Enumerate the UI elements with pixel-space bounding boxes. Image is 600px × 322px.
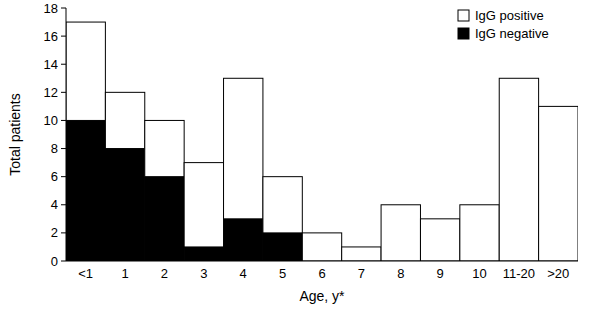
bars bbox=[66, 22, 578, 261]
bar-segment bbox=[224, 219, 263, 261]
y-axis-label: Total patients bbox=[7, 93, 23, 176]
chart-container: 024681012141618<11234567891011-20>20Age,… bbox=[0, 0, 600, 322]
y-tick bbox=[61, 92, 66, 93]
y-tick-label: 12 bbox=[44, 85, 58, 100]
y-tick bbox=[61, 8, 66, 9]
y-tick bbox=[61, 148, 66, 149]
legend-label: IgG positive bbox=[475, 8, 544, 23]
bar-segment bbox=[499, 78, 538, 261]
y-tick-label: 10 bbox=[44, 113, 58, 128]
y-tick-label: 2 bbox=[51, 225, 58, 240]
y-tick-label: 0 bbox=[51, 254, 58, 269]
x-tick-label: 1 bbox=[121, 266, 128, 281]
bar-segment bbox=[460, 205, 499, 261]
x-tick-label: 5 bbox=[279, 266, 286, 281]
x-axis bbox=[66, 261, 578, 262]
x-tick-label: <1 bbox=[78, 266, 93, 281]
y-tick bbox=[61, 261, 66, 262]
y-tick bbox=[61, 204, 66, 205]
x-axis-label: Age, y* bbox=[299, 288, 345, 304]
bar-segment bbox=[184, 163, 223, 247]
bar-segment bbox=[105, 92, 144, 148]
bar-segment bbox=[263, 233, 302, 261]
y-tick-label: 18 bbox=[44, 1, 58, 16]
y-tick-label: 6 bbox=[51, 169, 58, 184]
x-tick-label: 7 bbox=[358, 266, 365, 281]
y-tick bbox=[61, 64, 66, 65]
bar-segment bbox=[66, 22, 105, 120]
y-tick bbox=[61, 36, 66, 37]
bar-segment bbox=[145, 120, 184, 176]
bar-segment bbox=[342, 247, 381, 261]
y-tick-label: 8 bbox=[51, 141, 58, 156]
bar-segment bbox=[302, 233, 341, 261]
y-axis bbox=[66, 8, 67, 261]
x-tick-label: 8 bbox=[397, 266, 404, 281]
y-tick bbox=[61, 176, 66, 177]
bar-segment bbox=[263, 177, 302, 233]
y-tick-label: 4 bbox=[51, 197, 58, 212]
x-tick-label: >20 bbox=[547, 266, 569, 281]
bar-segment bbox=[420, 219, 459, 261]
x-tick-label: 4 bbox=[240, 266, 247, 281]
bar-segment bbox=[224, 78, 263, 219]
bar-segment bbox=[184, 247, 223, 261]
x-tick-label: 3 bbox=[200, 266, 207, 281]
legend-label: IgG negative bbox=[475, 26, 549, 41]
x-tick-label: 2 bbox=[161, 266, 168, 281]
bar-segment bbox=[105, 149, 144, 261]
x-tick-label: 9 bbox=[437, 266, 444, 281]
bar-segment bbox=[539, 106, 578, 261]
y-tick-label: 14 bbox=[44, 57, 58, 72]
legend: IgG positive IgG negative bbox=[458, 8, 549, 41]
y-tick bbox=[61, 232, 66, 233]
legend-swatch bbox=[458, 28, 469, 39]
bar-segment bbox=[145, 177, 184, 261]
legend-swatch bbox=[458, 10, 469, 21]
bar-segment bbox=[66, 120, 105, 261]
bar-segment bbox=[381, 205, 420, 261]
x-tick-label: 6 bbox=[318, 266, 325, 281]
x-tick-label: 10 bbox=[472, 266, 486, 281]
chart-svg: 024681012141618<11234567891011-20>20Age,… bbox=[0, 0, 600, 322]
y-tick bbox=[61, 120, 66, 121]
y-tick-label: 16 bbox=[44, 29, 58, 44]
x-tick-label: 11-20 bbox=[503, 266, 535, 281]
